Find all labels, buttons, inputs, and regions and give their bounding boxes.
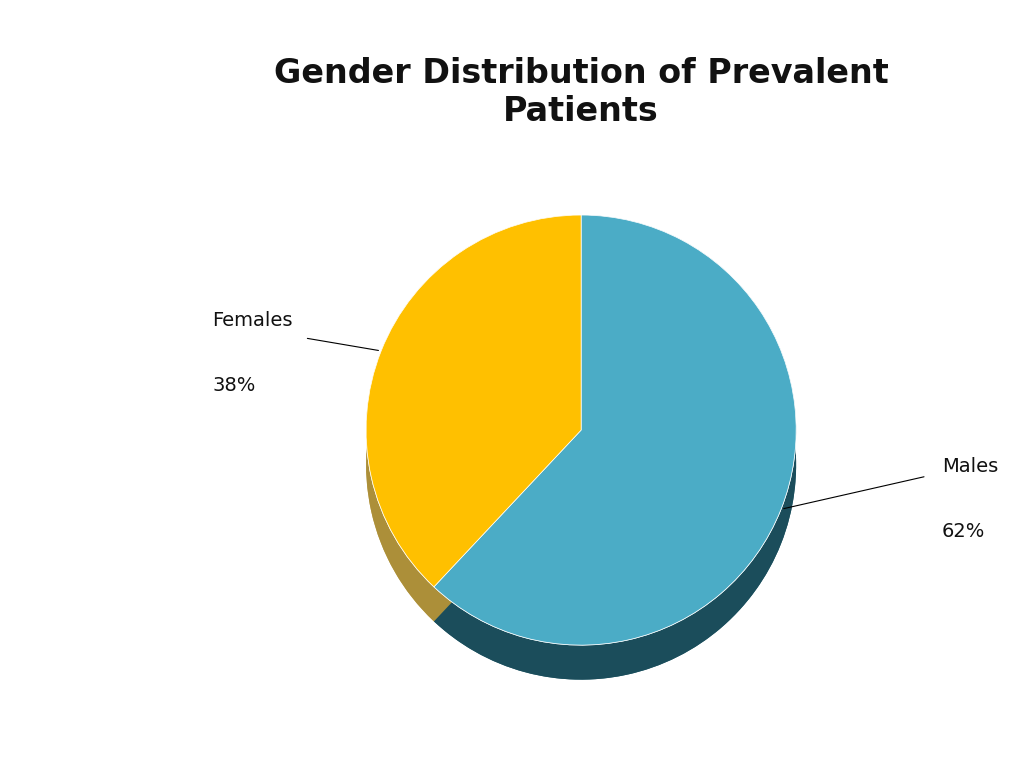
- Wedge shape: [367, 215, 582, 587]
- Text: Males: Males: [942, 457, 998, 476]
- Text: Gender Distribution of Prevalent
Patients: Gender Distribution of Prevalent Patient…: [273, 57, 889, 127]
- Wedge shape: [367, 250, 582, 621]
- Wedge shape: [434, 215, 796, 645]
- Wedge shape: [434, 250, 796, 680]
- Wedge shape: [434, 215, 796, 645]
- Text: Females: Females: [213, 311, 293, 330]
- Text: 62%: 62%: [942, 522, 985, 541]
- Text: 38%: 38%: [213, 376, 256, 396]
- Wedge shape: [367, 215, 582, 587]
- Polygon shape: [367, 406, 434, 621]
- Polygon shape: [434, 405, 796, 680]
